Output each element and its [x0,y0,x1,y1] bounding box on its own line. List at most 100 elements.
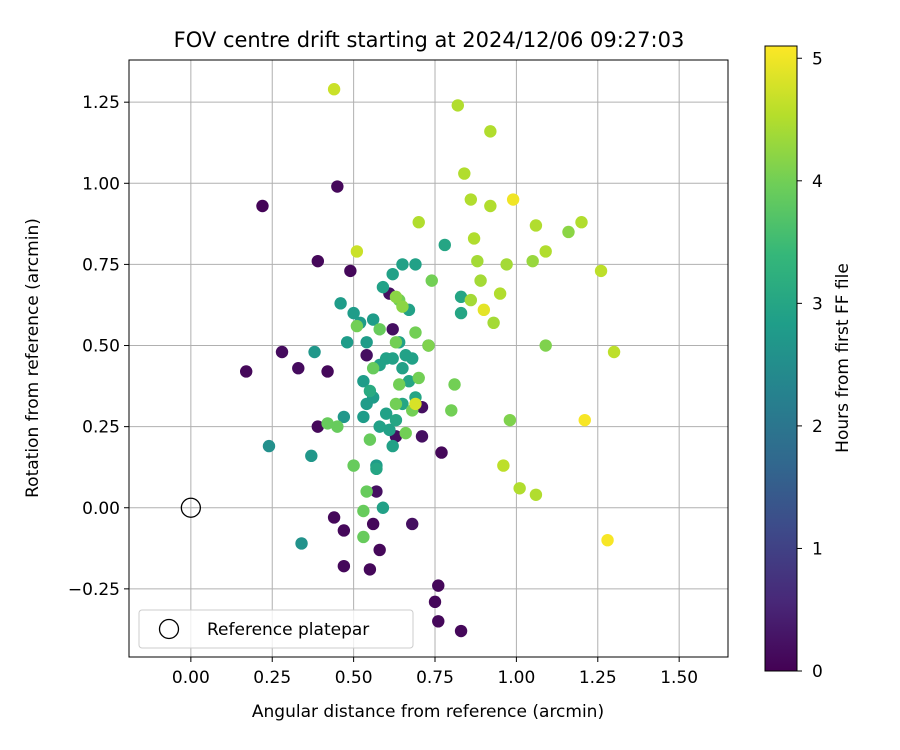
data-point [327,511,341,524]
data-point [526,254,539,268]
data-point [438,238,451,252]
data-point [389,290,403,304]
data-point [376,501,390,514]
colorbar-ticks: 0 1 2 3 4 5 [797,49,823,682]
data-point [428,595,442,609]
data-point [467,232,481,245]
data-point [350,319,364,333]
data-point [454,290,468,304]
data-point [370,485,383,498]
reference-marker [180,497,202,518]
colorbar-tick-label: 0 [812,662,823,682]
data-point [562,225,575,239]
data-point [337,524,351,537]
data-point [396,362,409,375]
data-point [422,339,435,352]
x-tick-label: 1.00 [497,668,535,688]
legend-box [138,609,414,649]
data-point [607,345,621,359]
data-point [601,533,614,547]
legend-marker [158,618,180,640]
colorbar-tick-label: 4 [812,172,823,192]
data-point [389,413,403,427]
data-point [409,326,422,339]
data-point [350,245,364,258]
data-point [454,624,468,638]
data-point [464,193,478,206]
data-point [331,180,344,193]
data-point [311,254,325,268]
data-point [386,352,399,365]
data-point [487,316,500,330]
data-point [357,410,370,424]
data-point [432,579,445,592]
data-point [412,216,425,229]
data-point [493,287,507,300]
data-point [334,297,347,310]
data-point [376,280,390,294]
x-axis-ticks: 0.00 0.25 0.50 0.75 1.00 1.25 1.50 [172,657,698,688]
data-point [340,336,354,349]
data-point [529,488,543,501]
data-point [262,439,276,453]
data-point [366,362,380,375]
data-point [406,352,419,365]
data-point [357,375,370,388]
colorbar: 0 1 2 3 4 5 Hours from first FF file [764,45,853,682]
data-point [389,336,403,349]
data-point [539,245,552,258]
data-point [295,537,308,550]
data-point [539,339,552,352]
y-tick-label: 0.25 [82,418,120,438]
data-point [435,446,448,459]
data-point [396,258,409,271]
data-point [412,371,425,385]
data-point [578,413,591,427]
data-point [357,530,370,544]
data-point [275,345,289,359]
x-tick-label: 0.25 [253,668,291,688]
colorbar-tick-label: 3 [812,294,823,314]
y-tick-label: 1.25 [82,93,120,113]
axes-frame [128,59,729,658]
data-point [500,258,513,271]
y-tick-label: 0.50 [82,337,120,357]
data-point [256,199,269,213]
data-point [360,485,373,498]
data-point [386,323,399,336]
data-point [321,417,334,430]
data-point [458,167,471,180]
data-point [331,420,344,433]
data-point [305,449,318,463]
data-point [363,433,377,446]
data-point [529,219,543,232]
chart-title: FOV centre drift starting at 2024/12/06 … [174,28,685,52]
colorbar-tick-label: 2 [812,417,823,437]
data-point [575,216,588,229]
data-point [389,397,403,411]
x-tick-label: 0.50 [335,668,373,688]
data-point [484,125,497,138]
data-points [239,83,621,638]
data-point [337,559,351,573]
data-point [370,462,383,476]
data-point [383,423,396,437]
data-point [386,267,399,281]
x-tick-label: 1.50 [660,668,698,688]
reference-platepar-marker [180,497,202,518]
data-point [432,615,445,628]
data-point [363,563,377,576]
data-point [464,293,478,307]
data-point [373,543,386,557]
data-point [454,306,468,320]
legend: Reference platepar [138,609,414,649]
data-point [360,336,373,349]
data-point [399,426,412,440]
data-point [292,362,305,375]
data-point [327,83,341,96]
data-point [409,258,422,271]
colorbar-gradient [764,45,798,672]
data-point [409,397,422,411]
data-point [311,420,325,433]
